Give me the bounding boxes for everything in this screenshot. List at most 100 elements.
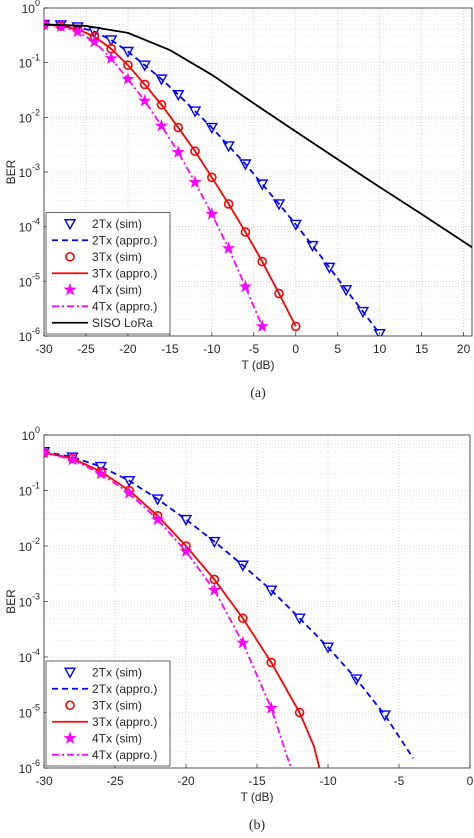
marker: [44, 445, 51, 459]
marker: [373, 329, 386, 336]
marker: [238, 613, 248, 624]
y-tick-label: 100: [22, 0, 40, 16]
marker: [350, 674, 363, 686]
y-tick-label: 10-5: [19, 272, 40, 290]
y-tick-label: 10-3: [19, 592, 40, 610]
legend-label: 3Tx (sim): [92, 698, 142, 712]
marker: [238, 279, 252, 293]
legend-label: 4Tx (sim): [92, 731, 142, 745]
y-tick-label: 10-3: [19, 162, 40, 180]
marker: [293, 613, 306, 625]
marker: [138, 60, 151, 72]
marker: [123, 476, 136, 488]
series-line: [44, 451, 292, 768]
legend-marker: [63, 667, 77, 679]
legend: 2Tx (sim) 2Tx (appro.) 3Tx (sim) 3Tx (appro…: [45, 660, 171, 767]
y-axis-label: BER: [4, 589, 18, 614]
series-line: [44, 451, 321, 768]
marker: [65, 452, 79, 466]
y-tick-label: 10-2: [19, 108, 40, 126]
legend: 2Tx (sim) 2Tx (appro.) 3Tx (sim) 3Tx (appro…: [45, 212, 171, 335]
y-tick-label: 10-6: [19, 326, 40, 344]
marker: [121, 46, 135, 58]
marker: [151, 512, 165, 526]
marker: [205, 207, 219, 220]
marker: [306, 240, 319, 253]
legend-label: 4Tx (appro.): [92, 299, 157, 313]
marker: [272, 199, 286, 211]
marker: [356, 306, 370, 318]
legend-marker: [65, 251, 75, 262]
legend-label: 2Tx (sim): [92, 665, 142, 679]
marker: [321, 642, 335, 654]
x-tick-label: -5: [248, 342, 259, 356]
x-tick-label: -25: [77, 342, 95, 356]
legend-label: 3Tx (appro.): [92, 715, 157, 729]
y-tick-label: 10-2: [19, 536, 40, 554]
series-layer: [44, 17, 472, 336]
series-line: [44, 23, 472, 249]
marker: [290, 321, 301, 332]
legend-label: 2Tx (appro.): [92, 682, 157, 696]
marker: [104, 35, 118, 47]
marker: [155, 74, 168, 86]
legend-label: 2Tx (appro.): [92, 233, 157, 247]
x-tick-label: 0: [292, 342, 299, 356]
series-line: [44, 23, 297, 327]
marker: [222, 141, 235, 153]
marker: [208, 536, 221, 549]
plot-frame: [43, 7, 473, 337]
series-line: [44, 23, 381, 335]
x-tick-label: -15: [161, 342, 179, 356]
x-tick-label: 15: [415, 342, 429, 356]
marker: [151, 494, 164, 506]
x-tick-label: 5: [334, 342, 341, 356]
legend-label: 4Tx (appro.): [92, 748, 157, 762]
x-tick-label: -20: [177, 774, 195, 788]
plot: -30 -25 -20 -15 -10 -5 0 5 10 15 20 10-6 10-5 10-4 10-…: [4, 0, 473, 401]
marker: [123, 60, 133, 70]
legend-label: 2Tx (sim): [92, 217, 142, 231]
x-tick-label: -10: [203, 342, 221, 356]
marker: [266, 657, 277, 668]
y-axis-label: BER: [4, 159, 18, 184]
marker: [205, 122, 219, 135]
y-tick-label: 100: [22, 425, 40, 443]
y-tick-label: 10-4: [19, 647, 40, 665]
legend-marker: [63, 219, 77, 231]
y-tick-label: 10-4: [19, 217, 40, 235]
y-tick-label: 10-5: [19, 703, 40, 721]
marker: [179, 514, 193, 526]
marker: [190, 146, 200, 157]
marker: [239, 159, 252, 171]
x-tick-label: -5: [394, 774, 405, 788]
marker: [139, 79, 150, 90]
plot: -30 -25 -20 -15 -10 -5 0 10-6 10-5 10-4 10-3 10-2 10…: [4, 425, 473, 833]
marker: [207, 583, 221, 596]
marker: [173, 122, 184, 133]
marker: [188, 106, 202, 118]
y-tick-label: 10-6: [19, 758, 40, 776]
series-line: [44, 23, 264, 327]
x-tick-label: -30: [35, 342, 53, 356]
marker: [257, 256, 267, 267]
legend-label: SISO LoRa: [92, 316, 153, 330]
marker: [236, 560, 249, 572]
plot-frame: [43, 434, 471, 769]
legend-marker: [65, 700, 75, 711]
legend-label: 3Tx (appro.): [92, 266, 157, 280]
caption: (a): [250, 386, 266, 401]
marker: [223, 199, 234, 209]
marker: [156, 99, 167, 110]
x-tick-label: -15: [248, 774, 266, 788]
x-tick-label: 20: [457, 342, 471, 356]
x-tick-label: -30: [35, 774, 53, 788]
legend-label: 3Tx (sim): [92, 250, 142, 264]
marker: [236, 635, 250, 649]
marker: [294, 707, 305, 718]
marker: [121, 72, 135, 85]
series-layer: [44, 445, 414, 768]
legend-marker: [63, 731, 77, 744]
x-tick-label: 10: [373, 342, 387, 356]
